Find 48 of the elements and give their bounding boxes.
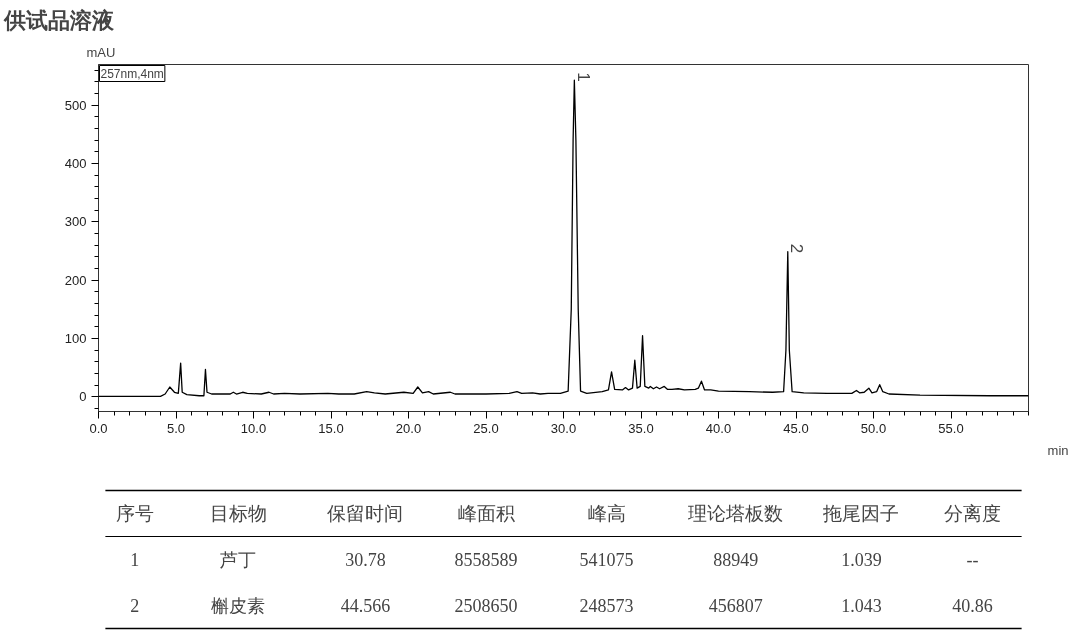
text: 序号 — [115, 503, 154, 524]
annotation: 1 — [573, 72, 593, 82]
x-tick-label: 25.0 — [473, 420, 499, 436]
x-tick-label: 45.0 — [783, 420, 809, 436]
text: 保留时间 — [327, 503, 404, 524]
text: 分离度 — [944, 503, 1002, 524]
x-tick-label: 55.0 — [938, 420, 964, 436]
chart-title: 供试品溶液 — [2, 7, 115, 33]
x-tick-label: 30.0 — [550, 420, 577, 436]
text: -- — [966, 550, 979, 570]
text: 1.043 — [841, 596, 882, 616]
x-tick-label: 20.0 — [395, 420, 422, 436]
text: 理论塔板数 — [688, 503, 784, 524]
text: 40.86 — [952, 596, 993, 616]
text: 芦丁 — [220, 549, 256, 570]
y-tick-label: 300 — [64, 214, 87, 230]
y-tick-label: 200 — [64, 272, 87, 288]
text: 248573 — [579, 596, 634, 616]
annotation: 2 — [787, 243, 807, 254]
y-tick-label: 400 — [64, 156, 87, 172]
x-tick-label: 0.0 — [89, 420, 108, 436]
annotation: 257nm,4nm — [100, 66, 164, 81]
text: 30.78 — [345, 550, 386, 570]
text: 槲皮素 — [211, 595, 265, 616]
text: 拖尾因子 — [822, 503, 900, 524]
text: 44.566 — [340, 596, 391, 616]
y-tick-label: 100 — [64, 331, 87, 347]
x-tick-label: 15.0 — [318, 420, 344, 436]
text: 88949 — [713, 550, 759, 570]
y-tick-label: 500 — [64, 97, 87, 113]
text: 2508650 — [454, 596, 518, 616]
text: 1.039 — [841, 550, 882, 570]
text: 2 — [130, 596, 140, 616]
text: 8558589 — [454, 550, 518, 570]
text: 峰面积 — [457, 503, 515, 524]
y-axis-title: mAU — [86, 44, 116, 60]
text: 1 — [130, 550, 140, 570]
x-axis-title: min — [1047, 442, 1069, 458]
x-tick-label: 40.0 — [705, 420, 732, 436]
y-tick-label: 0 — [79, 389, 87, 405]
text: 456807 — [708, 596, 763, 616]
x-tick-label: 35.0 — [628, 420, 654, 436]
x-tick-label: 10.0 — [240, 420, 267, 436]
text: 541075 — [579, 550, 634, 570]
x-tick-label: 5.0 — [166, 420, 186, 436]
text: 目标物 — [209, 503, 267, 524]
text: 峰高 — [587, 503, 626, 524]
x-tick-label: 50.0 — [860, 420, 887, 436]
